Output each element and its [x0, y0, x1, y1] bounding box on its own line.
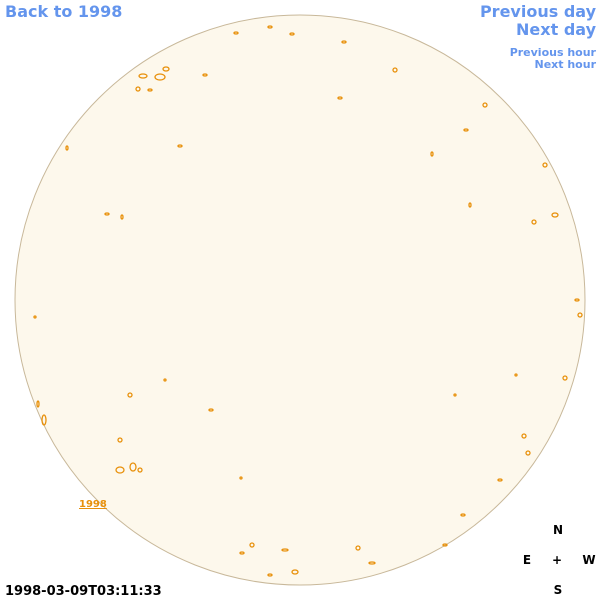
- active-regions: [33, 25, 583, 577]
- timestamp: 1998-03-09T03:11:33: [5, 584, 162, 599]
- compass-south: S: [554, 583, 563, 597]
- compass-center: +: [552, 553, 562, 567]
- compass-west: W: [582, 553, 595, 567]
- sun-disk: [14, 14, 586, 586]
- previous-hour-link[interactable]: Previous hour: [510, 46, 597, 59]
- compass-north: N: [553, 523, 563, 537]
- region-label[interactable]: 1998: [79, 499, 107, 510]
- back-link[interactable]: Back to 1998: [5, 2, 122, 21]
- previous-day-link[interactable]: Previous day: [480, 2, 597, 21]
- next-day-link[interactable]: Next day: [516, 20, 597, 39]
- compass-east: E: [523, 553, 531, 567]
- next-hour-link[interactable]: Next hour: [535, 58, 597, 71]
